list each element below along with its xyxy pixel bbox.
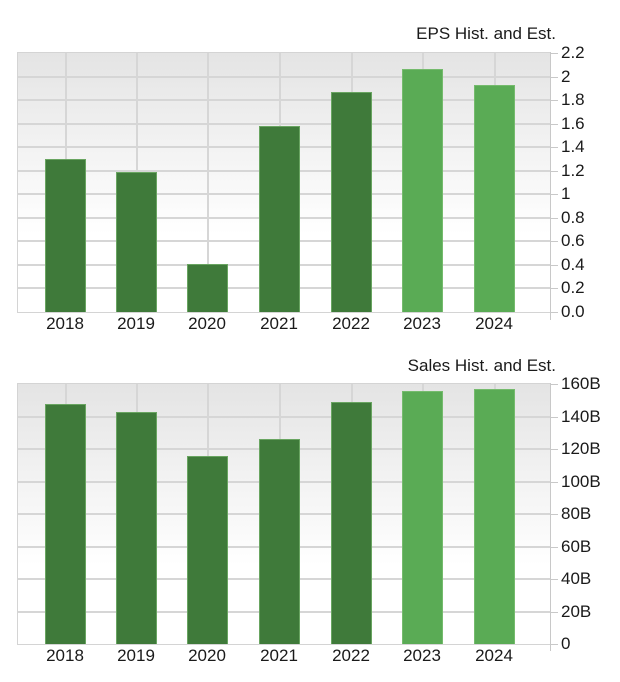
y-axis-label: 0.0 [561,302,585,321]
horizontal-gridline [18,122,550,125]
y-axis-label: 2 [561,66,571,86]
eps-bar-2021 [259,126,300,312]
y-tick-mark [550,579,558,580]
sales-bar-2023 [402,390,443,644]
eps-y-axis-line [550,52,551,320]
eps-bar-2019 [116,171,157,312]
y-axis-label: 140B [561,406,601,426]
eps-bar-2018 [45,158,86,312]
y-tick-mark [550,514,558,515]
y-tick-mark [550,76,558,78]
eps-bar-2024 [474,84,515,312]
y-axis-label: 120B [561,439,601,458]
sales-bar-2024 [474,388,515,644]
y-tick-mark [550,100,558,102]
y-axis-label: 40B [561,569,592,588]
sales-bar-2020 [187,455,228,644]
horizontal-gridline [18,415,550,418]
x-axis-label: 2024 [475,314,513,333]
y-tick-mark [550,481,558,483]
y-tick-mark [550,241,558,243]
horizontal-gridline [18,99,550,102]
x-axis-label: 2020 [188,646,226,665]
sales-plot-area [17,383,550,645]
x-axis-label: 2023 [403,646,441,665]
y-axis-label: 0.6 [561,231,585,251]
y-tick-mark [550,194,558,196]
vertical-gridline [207,53,209,312]
y-axis-label: 0.4 [561,254,585,274]
y-axis-label: 60B [561,536,592,556]
eps-bar-2022 [331,91,372,312]
y-tick-mark [550,123,558,125]
y-tick-mark [550,264,558,266]
x-axis-label: 2021 [260,314,298,333]
y-tick-mark [550,416,558,418]
y-tick-mark [550,312,558,313]
y-axis-label: 1.2 [561,160,585,180]
y-tick-mark [550,611,558,613]
x-axis-label: 2018 [46,646,84,665]
y-tick-mark [550,170,558,172]
sales-bar-2018 [45,403,86,644]
y-axis-label: 0.2 [561,278,585,298]
y-tick-mark [550,644,558,645]
sales-chart-title: Sales Hist. and Est. [407,356,556,375]
x-axis-label: 2022 [332,314,370,333]
eps-plot-area [17,52,550,313]
y-axis-label: 1.6 [561,113,585,133]
sales-y-axis-line [550,383,551,651]
y-axis-label: 0 [561,634,571,653]
y-tick-mark [550,288,558,290]
y-axis-label: 20B [561,601,592,621]
y-tick-mark [550,53,558,54]
x-axis-label: 2018 [46,314,84,333]
x-axis-label: 2019 [117,314,155,333]
y-axis-label: 1.4 [561,137,585,157]
y-tick-mark [550,546,558,548]
y-axis-label: 100B [561,471,601,491]
x-axis-label: 2020 [188,314,226,333]
y-tick-mark [550,217,558,219]
y-tick-mark [550,449,558,450]
x-axis-label: 2022 [332,646,370,665]
horizontal-gridline [18,75,550,78]
eps-bar-2023 [402,69,443,312]
x-axis-label: 2024 [475,646,513,665]
eps-bar-2020 [187,263,228,312]
x-axis-label: 2023 [403,314,441,333]
sales-bar-2019 [116,411,157,644]
y-tick-mark [550,384,558,385]
y-axis-label: 2.2 [561,43,585,62]
y-axis-label: 1 [561,184,571,204]
sales-bar-2021 [259,439,300,644]
y-axis-label: 80B [561,504,592,523]
y-axis-label: 1.8 [561,90,585,110]
y-tick-mark [550,147,558,149]
eps-chart-title: EPS Hist. and Est. [416,24,556,43]
x-axis-label: 2021 [260,646,298,665]
eps-chart: EPS Hist. and Est. 2.2 2 1.8 1.6 1.4 1.2 1 0.8 0… [0,0,620,340]
y-axis-label: 0.8 [561,207,585,227]
sales-bar-2022 [331,401,372,644]
x-axis-label: 2019 [117,646,155,665]
y-axis-label: 160B [561,374,601,393]
